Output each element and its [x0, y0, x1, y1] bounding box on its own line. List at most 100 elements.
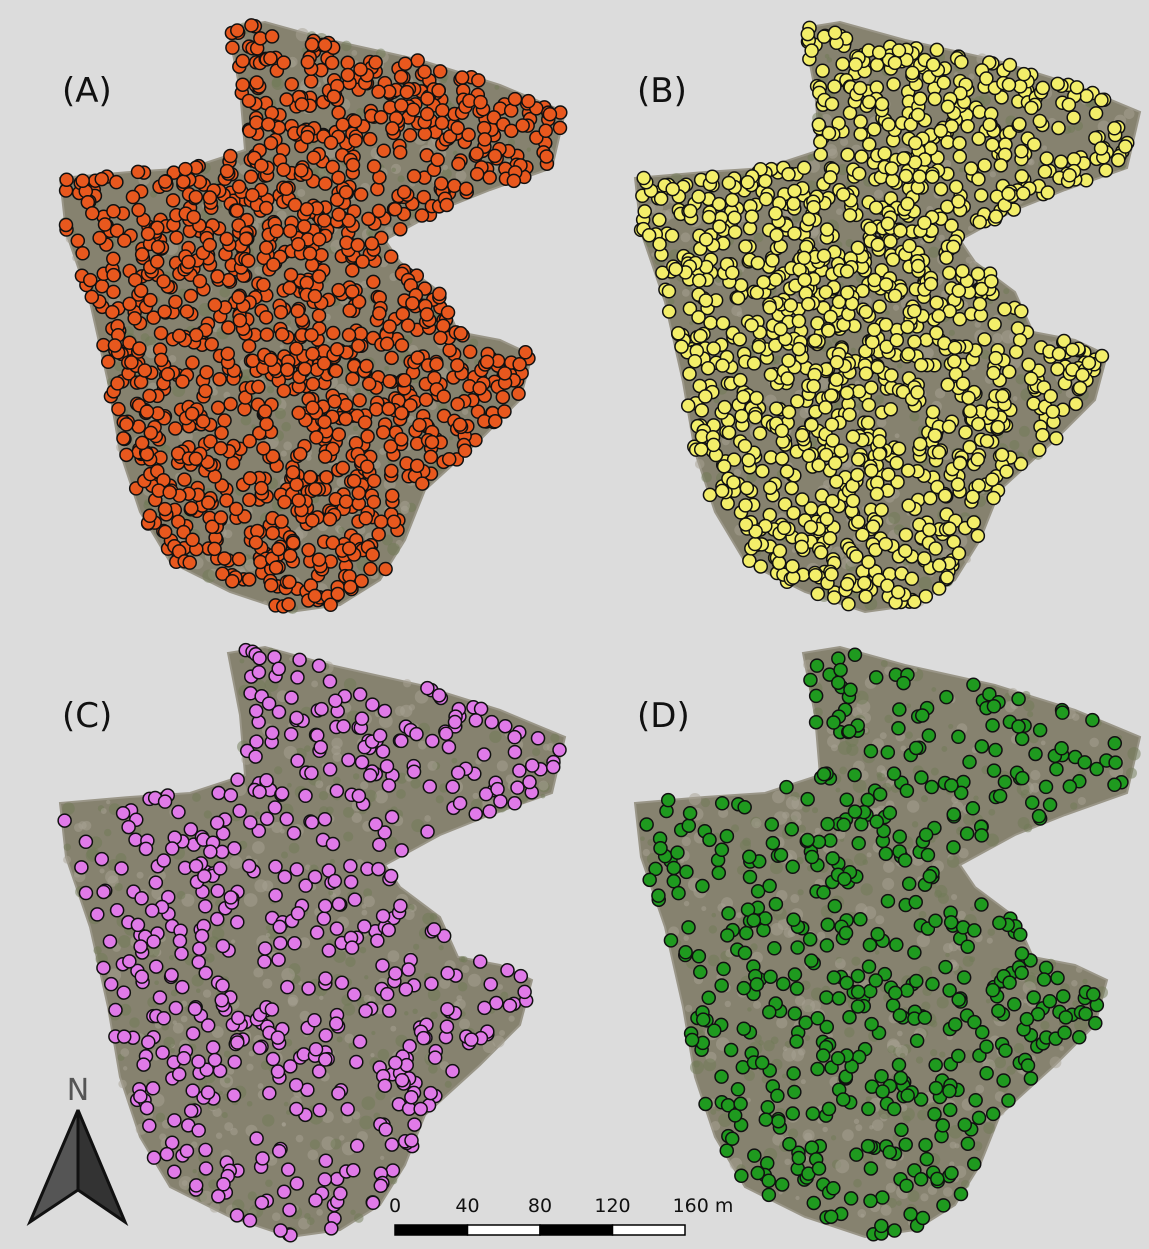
imagery-texture	[182, 1180, 188, 1186]
tree-point	[748, 538, 761, 551]
imagery-texture	[990, 171, 996, 177]
tree-point	[264, 52, 277, 65]
imagery-texture	[353, 773, 359, 779]
tree-point	[198, 870, 211, 883]
tree-point	[366, 698, 379, 711]
tree-point	[142, 227, 155, 240]
tree-point	[208, 1053, 221, 1066]
tree-point	[514, 970, 527, 983]
tree-point	[914, 437, 927, 450]
tree-point	[212, 1190, 225, 1203]
tree-point	[343, 542, 356, 555]
tree-point	[319, 1154, 332, 1167]
tree-point	[163, 486, 176, 499]
tree-point	[421, 108, 434, 121]
tree-point	[464, 345, 477, 358]
tree-point	[208, 298, 221, 311]
imagery-texture	[330, 859, 335, 864]
tree-point	[729, 226, 742, 239]
tree-point	[217, 1178, 230, 1191]
tree-point	[1099, 164, 1112, 177]
tree-point	[454, 327, 467, 340]
tree-point	[508, 746, 521, 759]
tree-point	[818, 249, 831, 262]
tree-point	[168, 1114, 181, 1127]
tree-point	[134, 940, 147, 953]
tree-point	[507, 174, 520, 187]
tree-point	[473, 382, 486, 395]
tree-point	[770, 229, 783, 242]
imagery-texture	[202, 569, 215, 582]
imagery-texture	[690, 1060, 704, 1074]
tree-point	[866, 336, 879, 349]
tree-point	[122, 821, 135, 834]
tree-point	[108, 339, 121, 352]
tree-point	[826, 495, 839, 508]
tree-point	[299, 789, 312, 802]
tree-point	[264, 353, 277, 366]
imagery-texture	[224, 1122, 233, 1131]
tree-point	[380, 760, 393, 773]
tree-point	[184, 289, 197, 302]
imagery-texture	[798, 825, 806, 833]
tree-point	[341, 1103, 354, 1116]
tree-point	[404, 129, 417, 142]
imagery-texture	[354, 1213, 364, 1223]
tree-point	[433, 689, 446, 702]
tree-point	[269, 860, 282, 873]
tree-point	[300, 276, 313, 289]
tree-point	[474, 96, 487, 109]
tree-point	[208, 542, 221, 555]
tree-point	[282, 1163, 295, 1176]
tree-point	[706, 170, 719, 183]
tree-point	[303, 247, 316, 260]
tree-point	[161, 368, 174, 381]
tree-point	[1051, 363, 1064, 376]
imagery-texture	[681, 232, 691, 242]
tree-point	[244, 472, 257, 485]
tree-point	[787, 197, 800, 210]
tree-point	[133, 342, 146, 355]
tree-point	[261, 812, 274, 825]
tree-point	[107, 205, 120, 218]
tree-point	[376, 959, 389, 972]
tree-point	[260, 417, 273, 430]
imagery-texture	[359, 1116, 373, 1130]
tree-point	[863, 138, 876, 151]
imagery-texture	[241, 415, 252, 426]
tree-point	[859, 305, 872, 318]
imagery-texture	[281, 968, 295, 982]
tree-point	[394, 146, 407, 159]
tree-point	[98, 218, 111, 231]
tree-point	[526, 759, 539, 772]
tree-point	[352, 789, 365, 802]
tree-point	[503, 999, 516, 1012]
tree-point	[323, 513, 336, 526]
tree-point	[355, 712, 368, 725]
tree-point	[200, 366, 213, 379]
tree-point	[236, 54, 249, 67]
tree-point	[263, 1087, 276, 1100]
tree-point	[332, 208, 345, 221]
tree-point	[814, 148, 827, 161]
tree-point	[344, 860, 357, 873]
tree-point	[1015, 170, 1028, 183]
tree-point	[837, 188, 850, 201]
tree-point	[292, 238, 305, 251]
tree-point	[150, 960, 163, 973]
tree-point	[318, 39, 331, 52]
tree-point	[951, 478, 964, 491]
tree-point	[953, 150, 966, 163]
tree-point	[199, 900, 212, 913]
tree-point	[1082, 356, 1095, 369]
tree-point	[430, 358, 443, 371]
tree-point	[841, 578, 854, 591]
tree-point	[908, 305, 921, 318]
tree-point	[1067, 153, 1080, 166]
tree-point	[319, 1029, 332, 1042]
tree-point	[308, 1014, 321, 1027]
imagery-texture	[412, 1009, 417, 1014]
imagery-texture	[909, 412, 919, 422]
tree-point	[285, 728, 298, 741]
tree-point	[786, 560, 799, 573]
